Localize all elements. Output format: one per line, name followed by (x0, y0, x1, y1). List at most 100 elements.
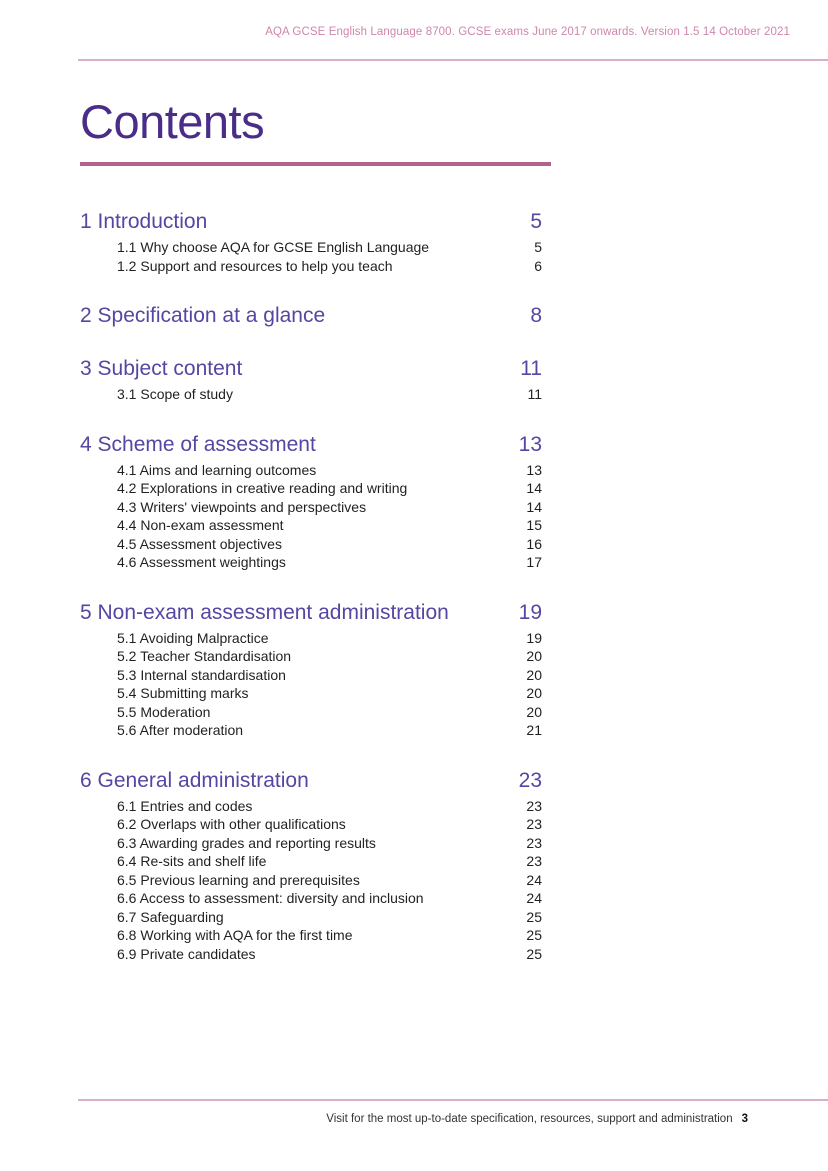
toc-subsection-entry[interactable]: 4.5 Assessment objectives 16 (117, 535, 542, 554)
subsection-page: 14 (526, 498, 542, 515)
toc-subsection-entry[interactable]: 6.5 Previous learning and prerequisites … (117, 871, 542, 890)
toc-section-heading[interactable]: 6 General administration 23 (80, 769, 542, 793)
subsection-page: 24 (526, 890, 542, 906)
subsection-label: 1.1 Why choose AQA for GCSE English Lang… (117, 239, 430, 255)
subsection-label: 4.3 Writers' viewpoints and perspectives (117, 498, 367, 515)
subsection-page: 19 (526, 629, 542, 646)
toc-subsection-entry[interactable]: 4.3 Writers' viewpoints and perspectives… (117, 498, 542, 517)
subsection-page: 14 (526, 480, 542, 496)
subsection-page: 23 (526, 834, 542, 851)
subsection-label: 5.1 Avoiding Malpractice (117, 629, 269, 646)
toc-subsection-entry[interactable]: 6.4 Re-sits and shelf life 23 (117, 852, 542, 871)
subsection-label: 5.6 After moderation (117, 722, 244, 738)
toc-subsection-entry[interactable]: 6.6 Access to assessment: diversity and … (117, 889, 542, 908)
subsection-label: 4.1 Aims and learning outcomes (117, 461, 317, 478)
section-heading-label: 5 Non-exam assessment administration (80, 600, 449, 624)
subsection-label: 5.3 Internal standardisation (117, 666, 286, 683)
toc-subsection-entry[interactable]: 6.7 Safeguarding 25 (117, 908, 542, 927)
subsection-page: 20 (526, 648, 542, 664)
subsection-page: 15 (526, 517, 542, 533)
subsection-label: 6.2 Overlaps with other qualifications (117, 816, 346, 832)
section-heading-page: 5 (530, 210, 542, 233)
toc-subsection-entry[interactable]: 5.2 Teacher Standardisation 20 (117, 647, 542, 666)
subsection-label: 6.4 Re-sits and shelf life (117, 853, 267, 869)
subsection-page: 25 (526, 945, 542, 962)
subsection-label: 4.6 Assessment weightings (117, 554, 286, 570)
subsection-page: 6 (534, 257, 542, 274)
toc-subsection-entry[interactable]: 4.6 Assessment weightings 17 (117, 553, 542, 572)
subsection-page: 21 (526, 722, 542, 738)
subsection-page: 20 (526, 703, 542, 720)
toc-subsection-entry[interactable]: 3.1 Scope of study 11 (117, 385, 542, 404)
toc-section-heading[interactable]: 5 Non-exam assessment administration 19 (80, 601, 542, 625)
toc-section-heading[interactable]: 1 Introduction 5 (80, 210, 542, 234)
toc-section: 6 General administration 23 6.1 Entries … (80, 769, 542, 964)
running-footer: Visit for the most up-to-date specificat… (78, 1113, 748, 1125)
toc-subsection-entry[interactable]: 6.2 Overlaps with other qualifications 2… (117, 815, 542, 834)
toc-subsection-entry[interactable]: 5.3 Internal standardisation 20 (117, 666, 542, 685)
toc-section-heading[interactable]: 3 Subject content 11 (80, 357, 542, 381)
toc-subsection-entry[interactable]: 5.5 Moderation 20 (117, 703, 542, 722)
toc-subsection-entry[interactable]: 6.3 Awarding grades and reporting result… (117, 834, 542, 853)
toc-section: 1 Introduction 5 1.1 Why choose AQA for … (80, 210, 542, 275)
subsection-label: 6.5 Previous learning and prerequisites (117, 871, 360, 888)
toc-subsection-entry[interactable]: 6.9 Private candidates 25 (117, 945, 542, 964)
subsection-label: 6.8 Working with AQA for the first time (117, 927, 353, 943)
toc-subsection-entry[interactable]: 5.1 Avoiding Malpractice 19 (117, 629, 542, 648)
section-heading-page: 13 (518, 432, 542, 456)
subsection-page: 23 (526, 816, 542, 832)
subsection-page: 5 (534, 239, 542, 255)
toc-subsection-entry[interactable]: 5.4 Submitting marks 20 (117, 684, 542, 703)
section-heading-label: 6 General administration (80, 768, 309, 792)
section-heading-label: 3 Subject content (80, 357, 243, 380)
toc-subsection-entry[interactable]: 4.2 Explorations in creative reading and… (117, 479, 542, 498)
section-subsections: 6.1 Entries and codes 23 6.2 Overlaps wi… (80, 797, 542, 964)
subsection-page: 20 (526, 685, 542, 701)
subsection-label: 6.7 Safeguarding (117, 908, 224, 925)
subsection-page: 13 (526, 461, 542, 478)
section-heading-label: 4 Scheme of assessment (80, 432, 316, 456)
subsection-page: 17 (526, 554, 542, 570)
toc-subsection-entry[interactable]: 4.1 Aims and learning outcomes 13 (117, 461, 542, 480)
subsection-page: 25 (526, 927, 542, 943)
subsection-label: 6.6 Access to assessment: diversity and … (117, 890, 424, 906)
subsection-page: 16 (526, 535, 542, 552)
subsection-page: 24 (526, 871, 542, 888)
subsection-label: 6.9 Private candidates (117, 945, 256, 962)
subsection-page: 23 (526, 797, 542, 814)
toc-section: 5 Non-exam assessment administration 19 … (80, 601, 542, 740)
subsection-label: 4.4 Non-exam assessment (117, 517, 284, 533)
subsection-label: 4.5 Assessment objectives (117, 535, 282, 552)
subsection-label: 5.4 Submitting marks (117, 685, 249, 701)
section-subsections: 1.1 Why choose AQA for GCSE English Lang… (80, 238, 542, 275)
title-underline (80, 162, 551, 166)
page-title: Contents (80, 95, 265, 148)
toc-section-heading[interactable]: 2 Specification at a glance 8 (80, 304, 542, 328)
subsection-label: 1.2 Support and resources to help you te… (117, 257, 393, 274)
subsection-page: 23 (526, 853, 542, 869)
section-heading-page: 23 (518, 768, 542, 792)
toc-subsection-entry[interactable]: 1.1 Why choose AQA for GCSE English Lang… (117, 238, 542, 257)
subsection-label: 6.3 Awarding grades and reporting result… (117, 834, 376, 851)
footer-text: Visit for the most up-to-date specificat… (326, 1113, 733, 1125)
header-rule (78, 59, 828, 61)
toc-subsection-entry[interactable]: 5.6 After moderation 21 (117, 721, 542, 740)
toc-subsection-entry[interactable]: 4.4 Non-exam assessment 15 (117, 516, 542, 535)
subsection-page: 11 (527, 386, 542, 402)
section-heading-page: 11 (520, 357, 542, 380)
footer-page-number: 3 (741, 1113, 748, 1125)
section-heading-label: 2 Specification at a glance (80, 304, 326, 327)
subsection-label: 5.2 Teacher Standardisation (117, 648, 292, 664)
toc-subsection-entry[interactable]: 1.2 Support and resources to help you te… (117, 257, 542, 276)
section-heading-page: 19 (518, 600, 542, 624)
toc-subsection-entry[interactable]: 6.8 Working with AQA for the first time … (117, 926, 542, 945)
toc-section-heading[interactable]: 4 Scheme of assessment 13 (80, 433, 542, 457)
section-subsections: 3.1 Scope of study 11 (80, 385, 542, 404)
toc-section: 4 Scheme of assessment 13 4.1 Aims and l… (80, 433, 542, 572)
subsection-label: 4.2 Explorations in creative reading and… (117, 480, 408, 496)
toc-subsection-entry[interactable]: 6.1 Entries and codes 23 (117, 797, 542, 816)
subsection-page: 25 (526, 908, 542, 925)
section-heading-page: 8 (530, 304, 542, 327)
section-subsections: 4.1 Aims and learning outcomes 13 4.2 Ex… (80, 461, 542, 572)
